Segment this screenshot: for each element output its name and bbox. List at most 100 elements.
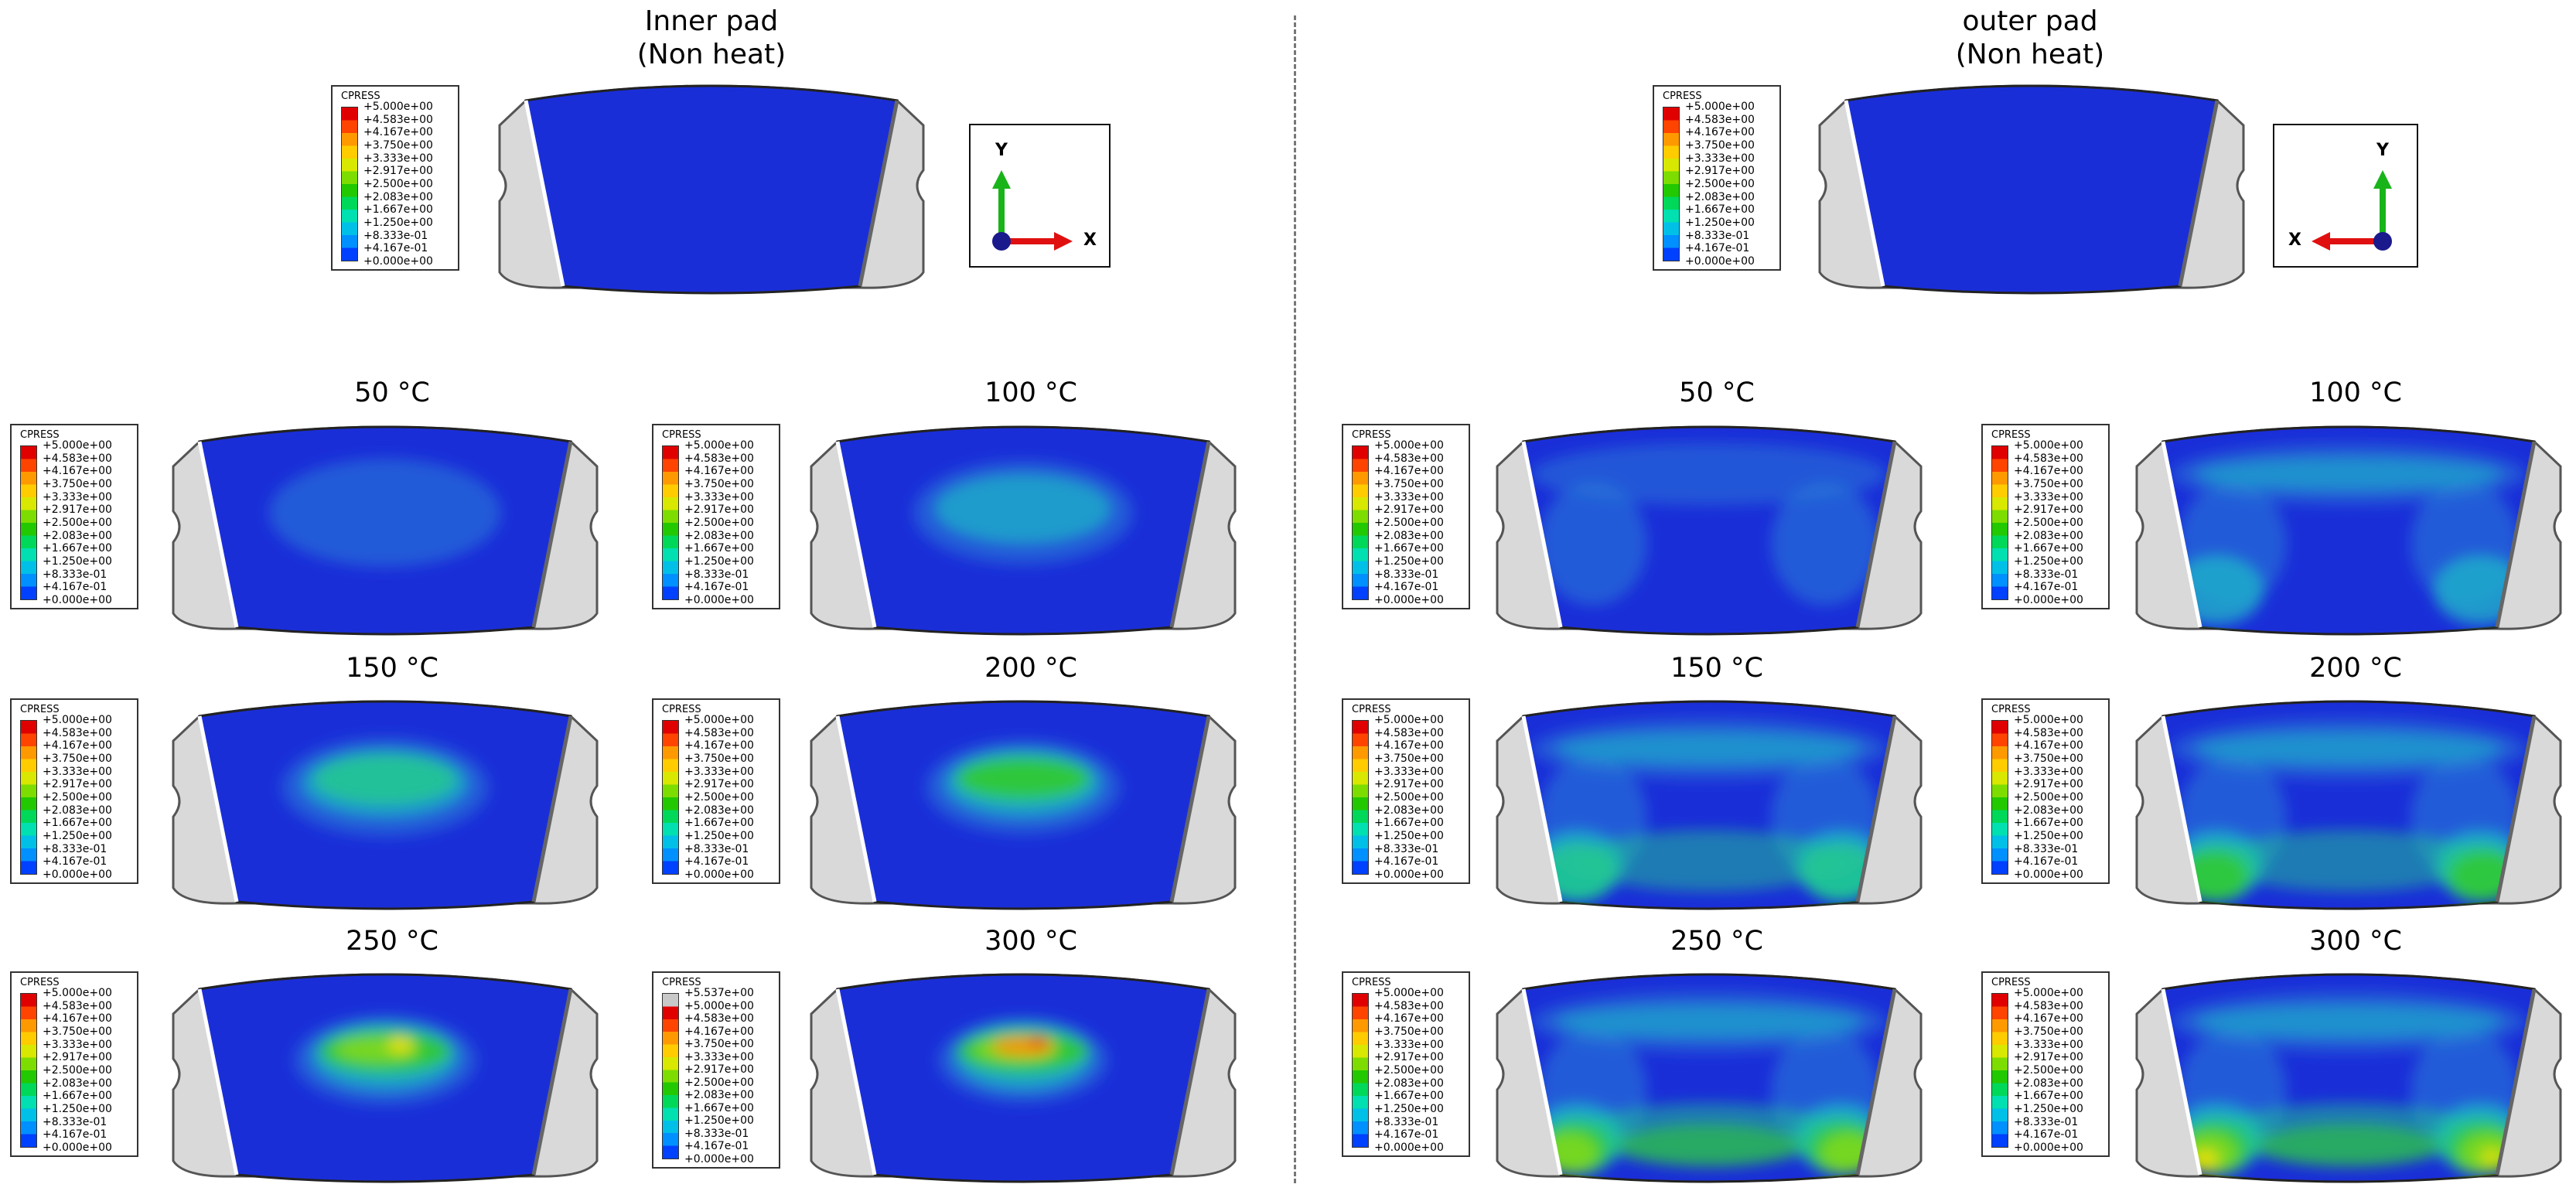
legend-color-bar	[1991, 993, 2008, 1148]
legend-value: +2.083e+00	[363, 190, 433, 203]
legend-value: +0.000e+00	[684, 594, 754, 606]
legend-value: +4.167e+00	[43, 1012, 112, 1025]
inner-axis-triad: Y X	[969, 124, 1111, 268]
legend-panel-2-2: CPRESS +5.000e+00 +4.583e+00 +4.167e+00 +3.7…	[1342, 971, 1470, 1157]
section-divider	[1294, 15, 1296, 1183]
pressure-contour	[2171, 718, 2527, 902]
legend-value: +4.167e+00	[1374, 465, 1444, 478]
legend-value: +1.667e+00	[43, 817, 112, 830]
legend-color-bar	[662, 993, 679, 1159]
pad-inner-200c	[810, 700, 1237, 910]
legend-value: +3.333e+00	[43, 765, 112, 778]
legend-value: +3.333e+00	[1685, 152, 1755, 165]
legend-value: +3.750e+00	[43, 752, 112, 765]
legend-value: +1.250e+00	[43, 555, 112, 568]
legend-value: +2.083e+00	[1374, 804, 1444, 817]
legend-title: CPRESS	[1352, 704, 1391, 715]
legend-value: +0.000e+00	[684, 869, 754, 881]
legend-color-bar	[1991, 445, 2008, 600]
legend-value: +2.917e+00	[2014, 778, 2083, 791]
legend-value: +2.083e+00	[2014, 529, 2083, 542]
legend-color-bar	[1991, 720, 2008, 875]
pad-outer-100c	[2135, 425, 2562, 636]
legend-value: +2.917e+00	[1374, 503, 1444, 517]
legend-value: +5.000e+00	[43, 714, 112, 726]
inner-temp-label-100: 100 °C	[984, 377, 1077, 408]
legend-value: +5.000e+00	[43, 987, 112, 999]
legend-value: +2.917e+00	[2014, 1051, 2083, 1064]
legend-title: CPRESS	[1991, 977, 2031, 988]
legend-value: +0.000e+00	[2014, 1142, 2083, 1154]
outer-temp-label-200: 200 °C	[2309, 653, 2402, 684]
legend-value: +3.750e+00	[684, 478, 754, 490]
legend-value: +4.167e-01	[684, 855, 749, 869]
legend-value: +4.167e+00	[43, 465, 112, 478]
legend-value: +5.000e+00	[2014, 714, 2083, 726]
inner-axis-arrows	[992, 170, 1073, 251]
legend-value: +5.000e+00	[43, 439, 112, 452]
legend-value: +3.333e+00	[684, 1050, 754, 1063]
legend-value: +8.333e-01	[2014, 842, 2079, 855]
legend-panel-1-0: CPRESS +5.000e+00 +4.583e+00 +4.167e+00 +3.7…	[10, 698, 138, 884]
inner-axis-y-label: Y	[995, 141, 1008, 160]
legend-value: +4.583e+00	[363, 113, 433, 126]
legend-value: +1.667e+00	[1374, 817, 1444, 830]
legend-panel-2-1: CPRESS +5.537e+00 +5.000e+00 +4.583e+00 +4.1…	[652, 971, 780, 1169]
legend-value: +8.333e-01	[684, 842, 749, 855]
legend-value: +4.167e-01	[2014, 855, 2079, 869]
legend-value: +4.167e+00	[684, 1025, 754, 1038]
legend-value: +4.583e+00	[1374, 452, 1444, 465]
legend-panel-1-3: CPRESS +5.000e+00 +4.583e+00 +4.167e+00 +3.7…	[1981, 698, 2110, 884]
pad-friction-surface	[524, 84, 899, 295]
legend-value: +8.333e-01	[2014, 568, 2079, 581]
legend-value: +3.333e+00	[2014, 765, 2083, 778]
legend-title: CPRESS	[20, 704, 60, 715]
legend-title: CPRESS	[662, 429, 701, 441]
outer-temp-label-300: 300 °C	[2309, 926, 2402, 957]
legend-value: +0.000e+00	[1374, 594, 1444, 606]
legend-title: CPRESS	[20, 977, 60, 988]
pad-inner-250c	[172, 973, 599, 1183]
legend-value: +2.500e+00	[43, 1064, 112, 1077]
legend-value: +2.083e+00	[684, 1089, 754, 1102]
legend-value: +4.167e-01	[2014, 1128, 2079, 1142]
legend-value: +4.167e+00	[1685, 126, 1755, 139]
legend-value: +8.333e-01	[43, 1115, 107, 1128]
legend-value: +4.583e+00	[1374, 999, 1444, 1012]
legend-value: +3.750e+00	[684, 752, 754, 765]
legend-panel-1-1: CPRESS +5.000e+00 +4.583e+00 +4.167e+00 +3.7…	[652, 698, 780, 884]
legend-value: +1.667e+00	[1374, 1090, 1444, 1103]
legend-value: +5.000e+00	[363, 101, 433, 113]
legend-panel-0-0: CPRESS +5.000e+00 +4.583e+00 +4.167e+00 +3.7…	[10, 424, 138, 609]
legend-value: +1.250e+00	[2014, 830, 2083, 842]
legend-value: +3.750e+00	[43, 478, 112, 490]
legend-value: +5.000e+00	[1374, 439, 1444, 452]
legend-value: +2.917e+00	[1374, 1051, 1444, 1064]
legend-value: +8.333e-01	[2014, 1115, 2079, 1128]
legend-value: +4.583e+00	[2014, 999, 2083, 1012]
legend-value: +2.083e+00	[684, 529, 754, 542]
legend-value: +3.750e+00	[1374, 1025, 1444, 1038]
legend-value: +5.000e+00	[684, 714, 754, 726]
legend-value: +0.000e+00	[1374, 869, 1444, 881]
legend-value: +4.167e-01	[363, 242, 428, 255]
legend-value: +4.167e-01	[43, 1128, 107, 1142]
pad-outer-250c	[1496, 973, 1923, 1183]
pressure-contour	[281, 738, 489, 837]
legend-value: +3.333e+00	[2014, 490, 2083, 503]
legend-value: +1.250e+00	[43, 830, 112, 842]
legend-value: +1.250e+00	[2014, 1103, 2083, 1115]
legend-color-bar	[662, 445, 679, 600]
legend-value: +1.667e+00	[684, 542, 754, 555]
legend-value: +0.000e+00	[1685, 255, 1755, 268]
legend-value: +1.667e+00	[2014, 542, 2083, 555]
legend-value: +8.333e-01	[684, 568, 749, 581]
legend-value: +2.500e+00	[1374, 791, 1444, 804]
legend-value: +0.000e+00	[1374, 1142, 1444, 1154]
legend-value: +4.167e-01	[1374, 855, 1439, 869]
legend-value: +2.083e+00	[43, 1077, 112, 1090]
legend-value: +1.250e+00	[2014, 555, 2083, 568]
legend-panel-2-0: CPRESS +5.000e+00 +4.583e+00 +4.167e+00 +3.7…	[10, 971, 138, 1157]
legend-title: CPRESS	[20, 429, 60, 441]
legend-title: CPRESS	[662, 704, 701, 715]
